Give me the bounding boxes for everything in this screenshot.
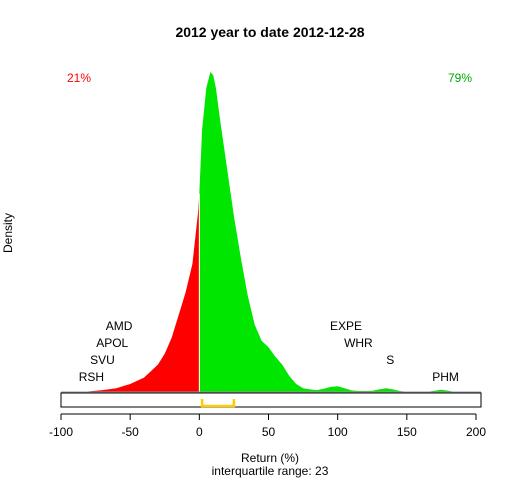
ticker-label-apol: APOL (96, 336, 128, 350)
x-tick-label: 0 (196, 425, 203, 439)
x-tick-label: 150 (397, 425, 417, 439)
iqr-bracket (200, 399, 236, 408)
x-tick-label: 100 (328, 425, 348, 439)
ticker-label-whr: WHR (344, 336, 373, 350)
negative-return-area (81, 193, 200, 392)
density-areas (61, 72, 481, 393)
ticker-label-amd: AMD (106, 319, 133, 333)
chart-title: 2012 year to date 2012-12-28 (175, 24, 364, 40)
x-tick-label: 200 (466, 425, 486, 439)
negative-share-label: 21% (67, 71, 91, 85)
x-tick-label: -50 (121, 425, 139, 439)
ticker-label-svu: SVU (90, 353, 115, 367)
x-tick-label: -100 (49, 425, 73, 439)
y-axis-label: Density (1, 213, 15, 253)
x-axis-label: Return (%) (241, 451, 299, 465)
ticker-annotations: AMD APOL SVU RSH EXPE WHR S PHM (79, 319, 459, 384)
ticker-label-expe: EXPE (330, 319, 362, 333)
iqr-label: interquartile range: 23 (212, 464, 329, 478)
positive-share-label: 79% (448, 71, 472, 85)
plot-frame (60, 392, 482, 408)
iqr-marker (200, 399, 236, 408)
ticker-label-phm: PHM (432, 370, 459, 384)
x-tick-label: 50 (262, 425, 276, 439)
ticker-label-s: S (386, 353, 394, 367)
ticker-label-rsh: RSH (79, 370, 104, 384)
positive-return-area (199, 72, 456, 392)
x-axis: -100 -50 0 50 100 150 200 (49, 413, 486, 439)
